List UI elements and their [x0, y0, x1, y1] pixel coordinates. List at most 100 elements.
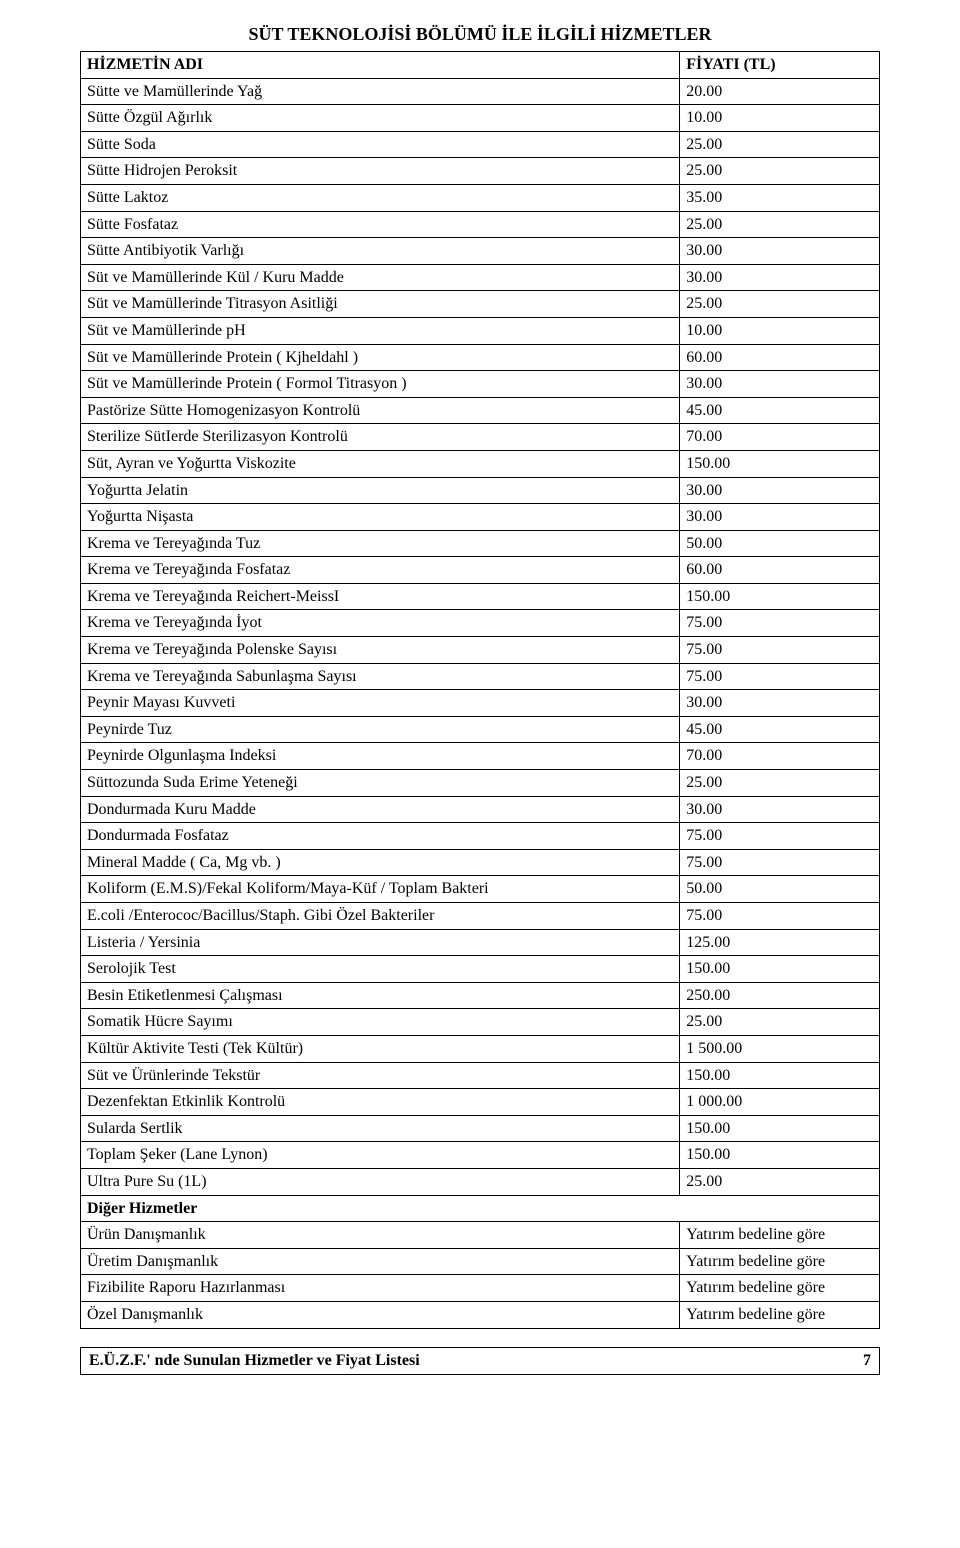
service-price: 70.00 — [680, 424, 880, 451]
table-row: Somatik Hücre Sayımı25.00 — [81, 1009, 880, 1036]
service-price: 25.00 — [680, 131, 880, 158]
table-row: Özel DanışmanlıkYatırım bedeline göre — [81, 1301, 880, 1328]
footer-text: E.Ü.Z.F.' nde Sunulan Hizmetler ve Fiyat… — [89, 1352, 420, 1370]
table-row: Üretim DanışmanlıkYatırım bedeline göre — [81, 1248, 880, 1275]
table-row: Krema ve Tereyağında Fosfataz60.00 — [81, 557, 880, 584]
service-price: 150.00 — [680, 450, 880, 477]
header-name: HİZMETİN ADI — [81, 52, 680, 79]
table-row: Toplam Şeker (Lane Lynon)150.00 — [81, 1142, 880, 1169]
service-price: 70.00 — [680, 743, 880, 770]
service-name: Sütte Fosfataz — [81, 211, 680, 238]
service-name: Sütte ve Mamüllerinde Yağ — [81, 78, 680, 105]
service-name: Süttozunda Suda Erime Yeteneği — [81, 770, 680, 797]
service-name: Sütte Hidrojen Peroksit — [81, 158, 680, 185]
table-row: Süt ve Mamüllerinde Titrasyon Asitliği25… — [81, 291, 880, 318]
service-name: Peynirde Olgunlaşma Indeksi — [81, 743, 680, 770]
service-name: Mineral Madde ( Ca, Mg vb. ) — [81, 849, 680, 876]
service-name: Süt ve Mamüllerinde Protein ( Formol Tit… — [81, 371, 680, 398]
table-row: Besin Etiketlenmesi Çalışması250.00 — [81, 982, 880, 1009]
page-title: SÜT TEKNOLOJİSİ BÖLÜMÜ İLE İLGİLİ HİZMET… — [80, 24, 880, 45]
service-price: 25.00 — [680, 770, 880, 797]
table-row: Krema ve Tereyağında Sabunlaşma Sayısı75… — [81, 663, 880, 690]
service-name: Krema ve Tereyağında Reichert-MeissI — [81, 583, 680, 610]
table-row: Krema ve Tereyağında İyot75.00 — [81, 610, 880, 637]
service-name: Yoğurtta Jelatin — [81, 477, 680, 504]
service-name: Sütte Özgül Ağırlık — [81, 105, 680, 132]
service-price: 30.00 — [680, 504, 880, 531]
service-price: 1 000.00 — [680, 1089, 880, 1116]
service-name: Krema ve Tereyağında Fosfataz — [81, 557, 680, 584]
service-price: 250.00 — [680, 982, 880, 1009]
service-price: 150.00 — [680, 1062, 880, 1089]
table-row: Pastörize Sütte Homogenizasyon Kontrolü4… — [81, 397, 880, 424]
service-price: 75.00 — [680, 849, 880, 876]
service-price: 1 500.00 — [680, 1035, 880, 1062]
service-name: Sütte Antibiyotik Varlığı — [81, 238, 680, 265]
table-row: Dondurmada Kuru Madde30.00 — [81, 796, 880, 823]
service-price: 60.00 — [680, 344, 880, 371]
service-price: 150.00 — [680, 1142, 880, 1169]
service-name: E.coli /Enterococ/Bacillus/Staph. Gibi Ö… — [81, 903, 680, 930]
table-row: Dezenfektan Etkinlik Kontrolü1 000.00 — [81, 1089, 880, 1116]
service-name: Süt ve Ürünlerinde Tekstür — [81, 1062, 680, 1089]
service-name: Listeria / Yersinia — [81, 929, 680, 956]
price-table: HİZMETİN ADI FİYATI (TL) Sütte ve Mamüll… — [80, 51, 880, 1329]
service-name: Toplam Şeker (Lane Lynon) — [81, 1142, 680, 1169]
header-price: FİYATI (TL) — [680, 52, 880, 79]
service-price: 30.00 — [680, 690, 880, 717]
table-row: Peynirde Olgunlaşma Indeksi70.00 — [81, 743, 880, 770]
service-price: 25.00 — [680, 1009, 880, 1036]
service-name: Sütte Laktoz — [81, 184, 680, 211]
service-price: Yatırım bedeline göre — [680, 1222, 880, 1249]
table-row: Kültür Aktivite Testi (Tek Kültür)1 500.… — [81, 1035, 880, 1062]
table-row: Yoğurtta Jelatin30.00 — [81, 477, 880, 504]
service-name: Krema ve Tereyağında Sabunlaşma Sayısı — [81, 663, 680, 690]
service-price: 60.00 — [680, 557, 880, 584]
table-row: Krema ve Tereyağında Reichert-MeissI150.… — [81, 583, 880, 610]
table-row: Sütte Özgül Ağırlık10.00 — [81, 105, 880, 132]
footer-page: 7 — [863, 1352, 871, 1370]
service-price: 30.00 — [680, 477, 880, 504]
service-price: 45.00 — [680, 397, 880, 424]
section-label: Diğer Hizmetler — [81, 1195, 880, 1222]
service-name: Krema ve Tereyağında Polenske Sayısı — [81, 637, 680, 664]
service-price: 75.00 — [680, 903, 880, 930]
service-name: Sularda Sertlik — [81, 1115, 680, 1142]
service-price: 75.00 — [680, 637, 880, 664]
service-price: 150.00 — [680, 956, 880, 983]
service-name: Peynir Mayası Kuvveti — [81, 690, 680, 717]
table-row: Ürün DanışmanlıkYatırım bedeline göre — [81, 1222, 880, 1249]
table-row: Süt ve Ürünlerinde Tekstür150.00 — [81, 1062, 880, 1089]
service-price: 150.00 — [680, 1115, 880, 1142]
service-name: Özel Danışmanlık — [81, 1301, 680, 1328]
table-row: Süt ve Mamüllerinde Kül / Kuru Madde30.0… — [81, 264, 880, 291]
service-price: 25.00 — [680, 158, 880, 185]
service-name: Dezenfektan Etkinlik Kontrolü — [81, 1089, 680, 1116]
service-name: Sütte Soda — [81, 131, 680, 158]
service-price: 150.00 — [680, 583, 880, 610]
service-price: 25.00 — [680, 211, 880, 238]
service-price: 75.00 — [680, 823, 880, 850]
service-price: Yatırım bedeline göre — [680, 1248, 880, 1275]
table-row: Peynir Mayası Kuvveti30.00 — [81, 690, 880, 717]
service-price: 25.00 — [680, 1168, 880, 1195]
service-name: Koliform (E.M.S)/Fekal Koliform/Maya-Küf… — [81, 876, 680, 903]
service-price: 50.00 — [680, 530, 880, 557]
table-row: Krema ve Tereyağında Polenske Sayısı75.0… — [81, 637, 880, 664]
table-row: Peynirde Tuz45.00 — [81, 716, 880, 743]
table-header-row: HİZMETİN ADI FİYATI (TL) — [81, 52, 880, 79]
service-name: Süt ve Mamüllerinde Titrasyon Asitliği — [81, 291, 680, 318]
table-row: Süt, Ayran ve Yoğurtta Viskozite150.00 — [81, 450, 880, 477]
service-price: 25.00 — [680, 291, 880, 318]
table-row: Sütte Soda25.00 — [81, 131, 880, 158]
service-name: Yoğurtta Nişasta — [81, 504, 680, 531]
service-price: 45.00 — [680, 716, 880, 743]
table-row: Fizibilite Raporu HazırlanmasıYatırım be… — [81, 1275, 880, 1302]
service-name: Pastörize Sütte Homogenizasyon Kontrolü — [81, 397, 680, 424]
service-name: Süt ve Mamüllerinde Kül / Kuru Madde — [81, 264, 680, 291]
service-price: 35.00 — [680, 184, 880, 211]
service-name: Ürün Danışmanlık — [81, 1222, 680, 1249]
table-row: Sütte Laktoz35.00 — [81, 184, 880, 211]
table-row: E.coli /Enterococ/Bacillus/Staph. Gibi Ö… — [81, 903, 880, 930]
footer-box: E.Ü.Z.F.' nde Sunulan Hizmetler ve Fiyat… — [80, 1347, 880, 1375]
